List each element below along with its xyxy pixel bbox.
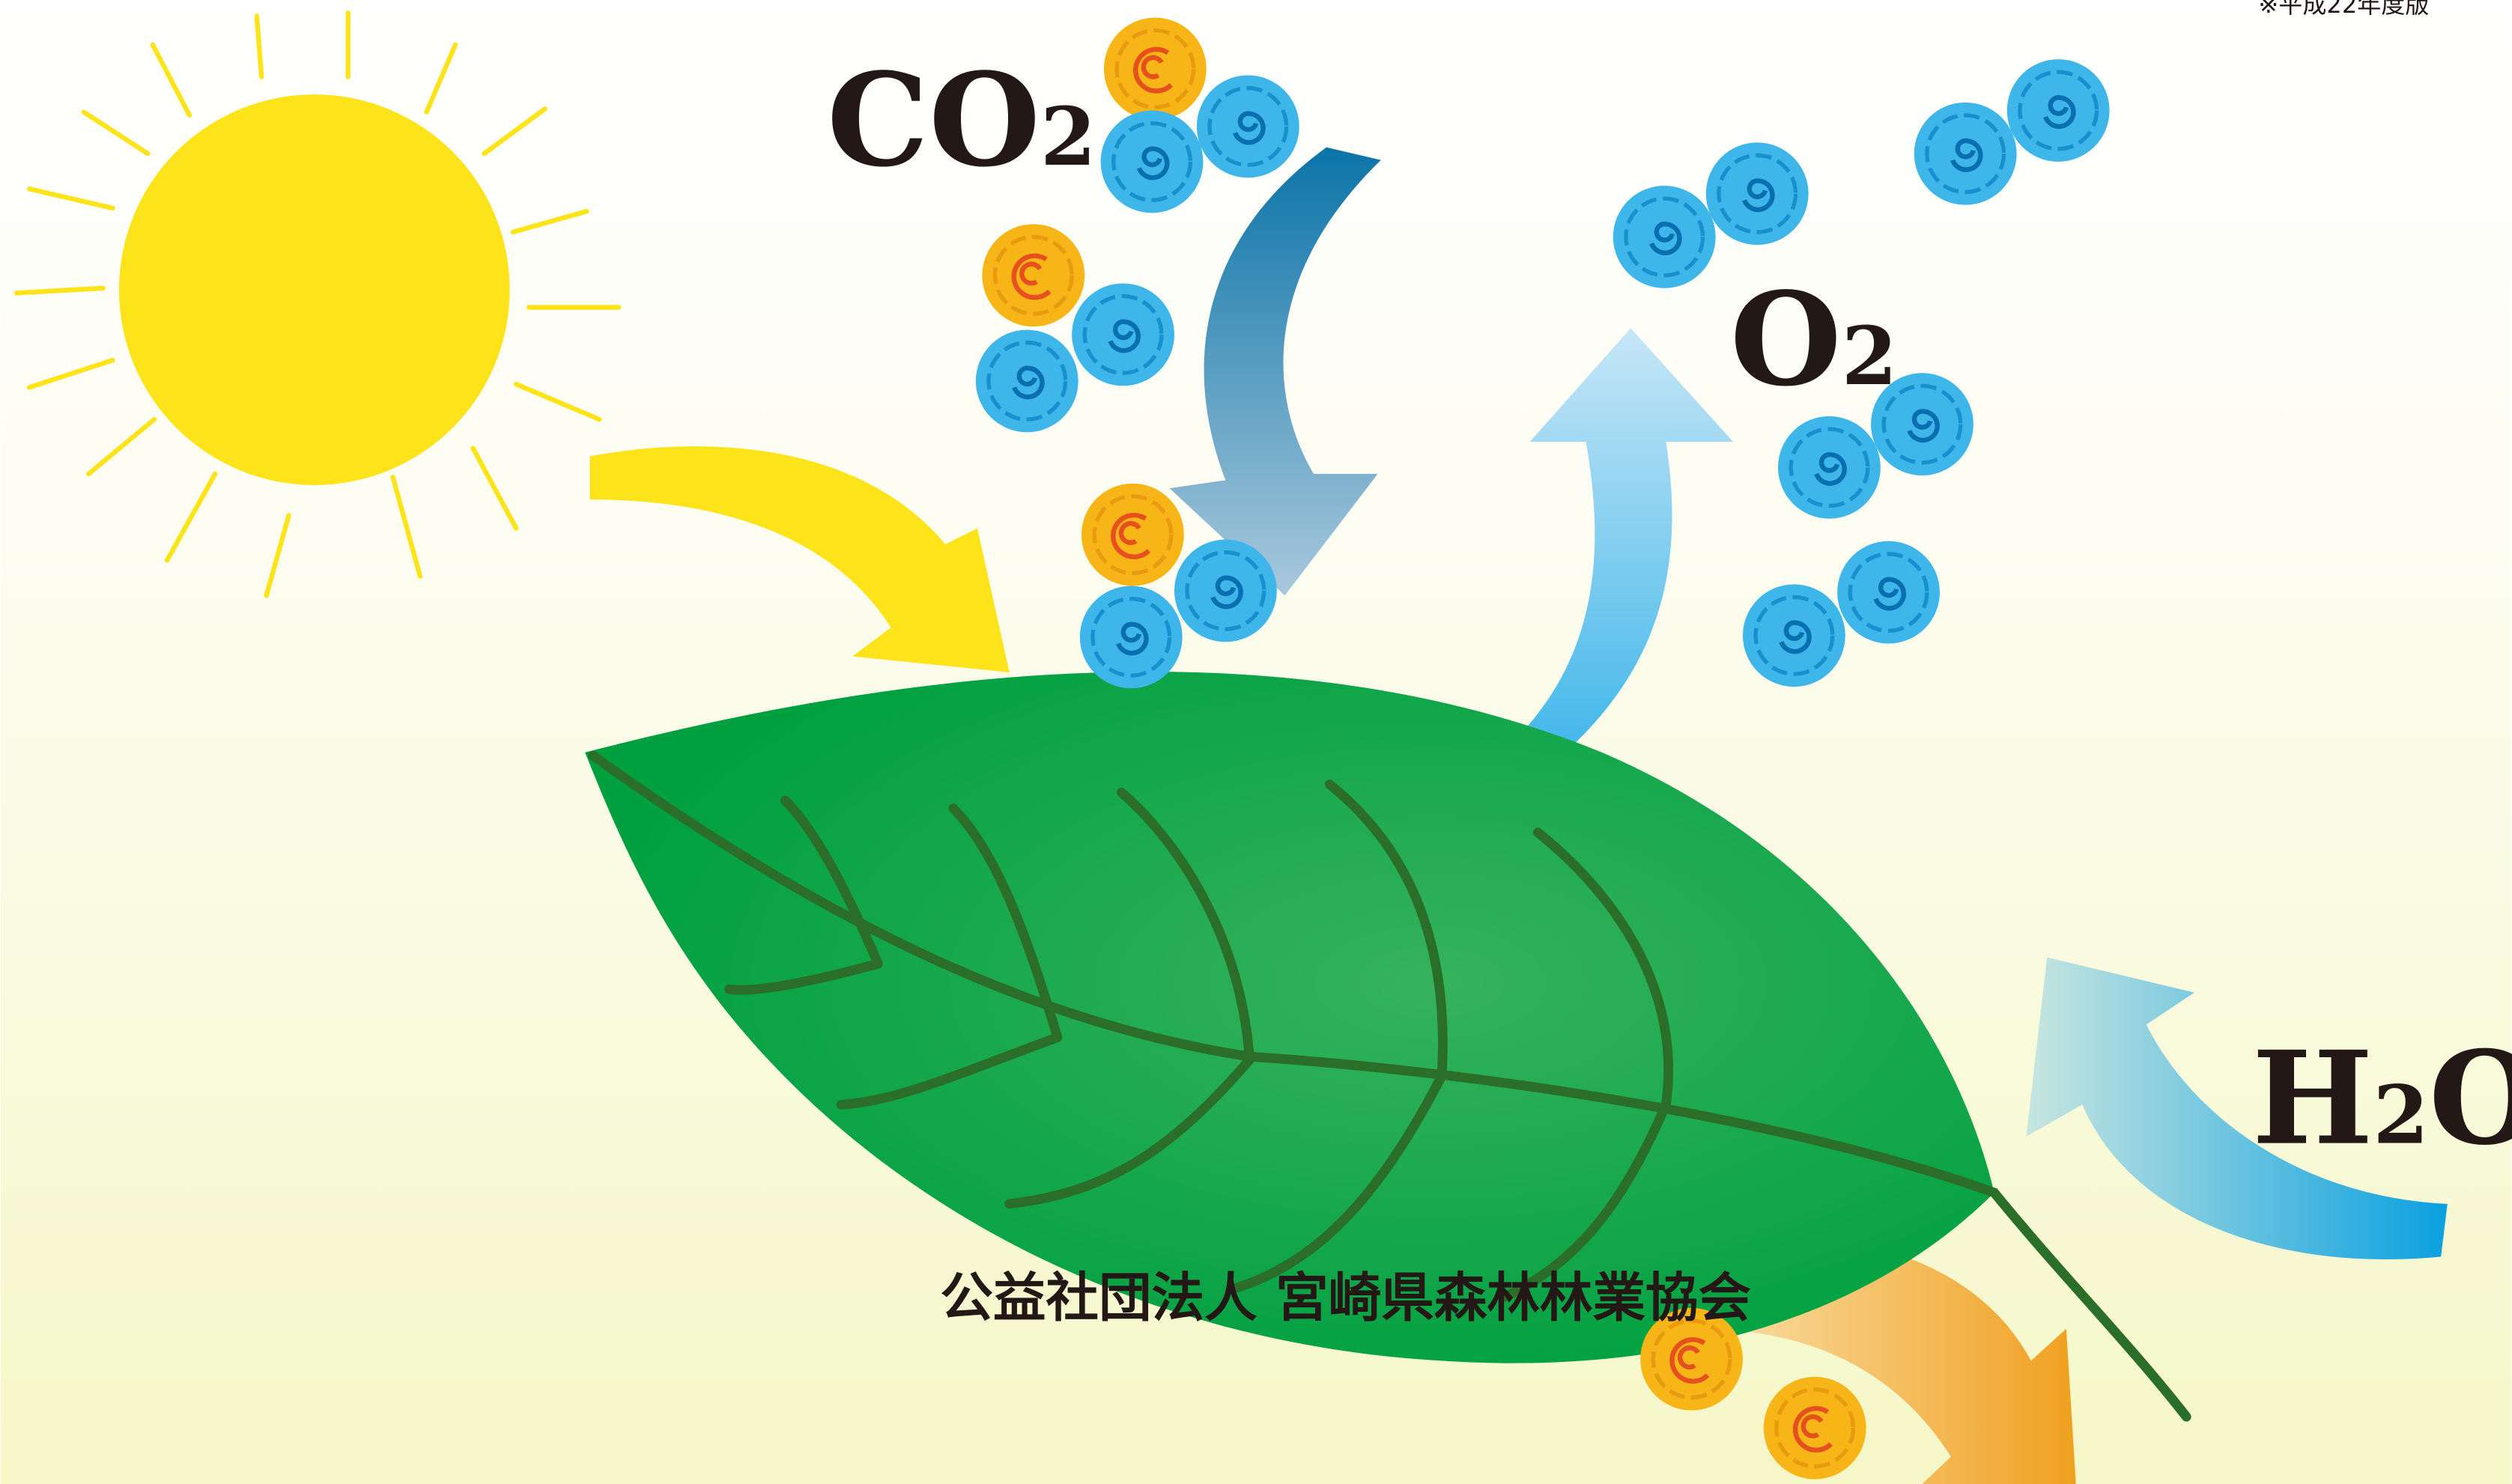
note: ※平成22年度版: [2258, 0, 2429, 19]
label-sub: 2: [1842, 310, 1897, 404]
label-sub: 2: [1040, 91, 1096, 184]
page: ※平成22年度版 CO2 O2 H2O 公益社団法人 宮崎県森林林業協会 (()…: [0, 0, 2512, 1484]
label-tail: O: [2429, 1024, 2512, 1174]
label-sub: 2: [2373, 1069, 2428, 1163]
label-main: H: [2252, 1024, 2373, 1174]
label-main: CO: [827, 45, 1040, 195]
photosynthesis-diagram: ※平成22年度版 CO2 O2 H2O 公益社団法人 宮崎県森林林業協会: [0, 0, 2512, 1484]
organization: 公益社団法人 宮崎県森林林業協会: [940, 1267, 1751, 1329]
label-main: O: [1730, 264, 1842, 415]
